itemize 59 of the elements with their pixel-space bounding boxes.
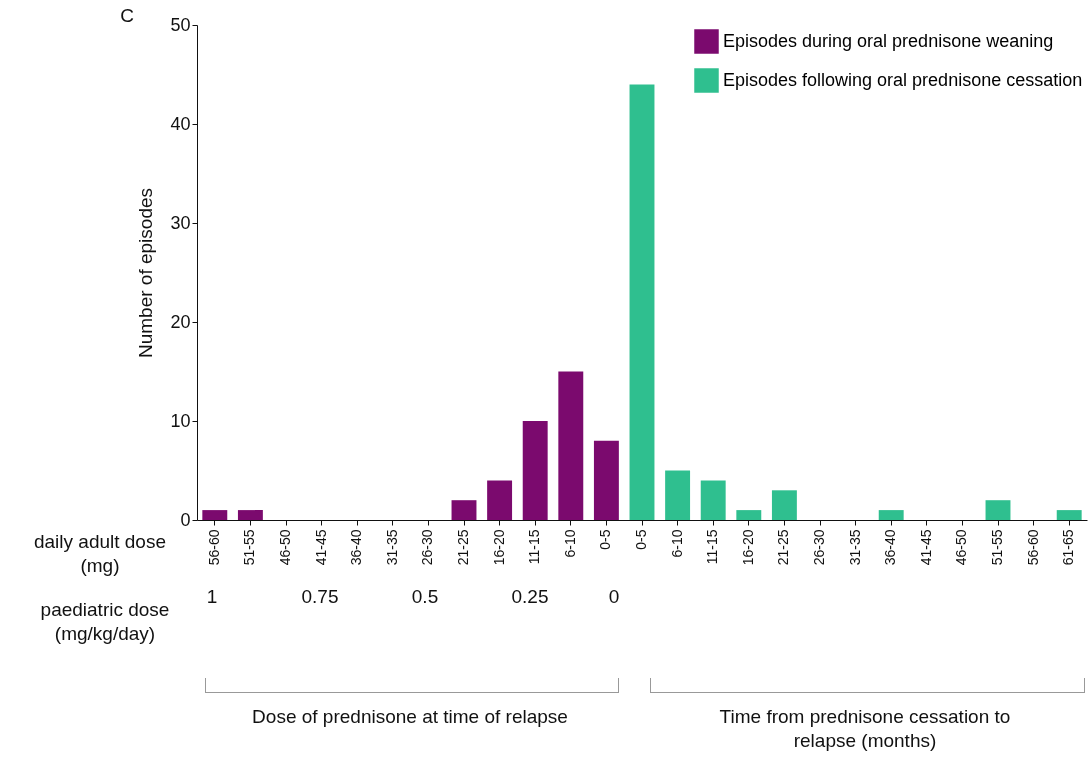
bar	[665, 470, 691, 520]
text: 0.75	[300, 585, 340, 609]
bar	[558, 371, 584, 520]
legend-label: Episodes during oral prednisone weaning	[723, 30, 1054, 51]
x-tick-label: 21-25	[455, 529, 471, 566]
text: 0	[607, 585, 621, 609]
bar	[700, 480, 726, 520]
x-tick-label: 6-10	[561, 529, 578, 558]
bar	[487, 480, 513, 520]
text: 0.5	[410, 585, 440, 609]
text: daily adult dose (mg)	[32, 530, 167, 578]
x-tick-label: 0-5	[597, 529, 614, 550]
bar	[202, 510, 228, 520]
x-tick-label: 16-20	[739, 529, 756, 566]
y-tick-label: 40	[170, 113, 191, 134]
x-tick-label: 36-40	[348, 529, 365, 566]
x-tick-label: 6-10	[668, 529, 685, 558]
x-tick-label: 31-35	[383, 529, 400, 566]
x-tick-label: 31-35	[846, 529, 863, 566]
bar	[593, 440, 619, 520]
x-tick-label: 26-30	[811, 529, 827, 566]
text: Dose of prednisone at time of relapse	[251, 705, 569, 729]
bar	[771, 490, 797, 520]
x-tick-label: 46-50	[953, 529, 970, 566]
bar	[451, 500, 477, 520]
bar	[237, 510, 263, 520]
x-tick-label: 51-55	[241, 529, 258, 566]
x-tick-label: 0-5	[633, 529, 649, 550]
x-tick-label: 26-30	[419, 529, 436, 566]
x-tick-label: 36-40	[882, 529, 899, 566]
text: C	[119, 4, 135, 28]
x-tick-label: 46-50	[277, 529, 293, 566]
text: 1	[205, 585, 219, 609]
bar	[985, 500, 1011, 520]
text: paediatric dose (mg/kg/day)	[39, 598, 171, 646]
x-tick-label: 51-55	[989, 529, 1005, 566]
y-tick-label: 10	[170, 410, 191, 431]
x-tick-label: 21-25	[775, 529, 792, 566]
bar	[736, 510, 762, 520]
y-tick-label: 0	[180, 509, 191, 530]
bar	[1056, 510, 1082, 520]
legend-label: Episodes following oral prednisone cessation	[723, 69, 1083, 90]
x-tick-label: 56-60	[1024, 529, 1041, 566]
text: Time from prednisone cessation to relapse (months)	[718, 705, 1012, 753]
x-tick-label: 41-45	[917, 529, 934, 566]
x-tick-label: 11-15	[704, 529, 721, 565]
y-tick-label: 30	[170, 212, 191, 233]
x-tick-label: 16-20	[490, 529, 507, 566]
x-tick-label: 56-60	[205, 529, 222, 566]
x-tick-label: 11-15	[526, 529, 543, 565]
y-tick-label: 50	[170, 14, 191, 35]
y-tick-label: 20	[170, 311, 191, 332]
bar	[522, 421, 548, 520]
x-tick-label: 41-45	[312, 529, 329, 566]
bar	[878, 510, 904, 520]
y-axis-title: Number of episodes	[135, 187, 157, 359]
text: 0.25	[510, 585, 550, 609]
x-tick-label: 61-65	[1060, 529, 1077, 566]
bar	[629, 84, 655, 520]
